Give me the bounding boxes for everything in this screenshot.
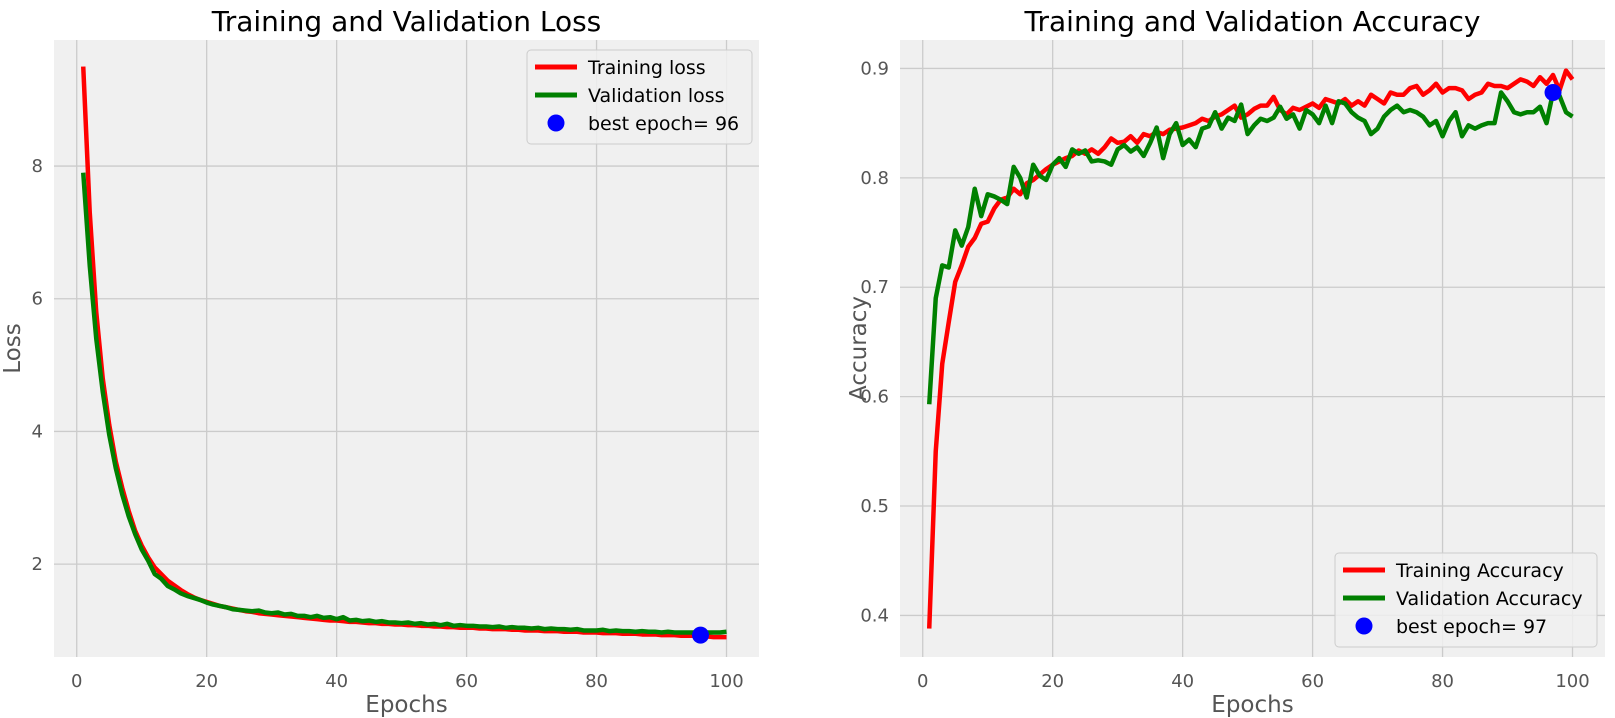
series-line-validation — [80, 172, 727, 636]
series-group — [80, 66, 727, 644]
x-tick-label: 20 — [1041, 671, 1064, 692]
legend-marker — [547, 114, 565, 132]
x-tick-label: 80 — [585, 671, 608, 692]
y-tick-label: 0.4 — [860, 605, 889, 626]
x-tick-label: 0 — [917, 671, 928, 692]
grid — [900, 40, 1605, 657]
legend-label: Validation Accuracy — [1396, 588, 1583, 610]
y-tick-label: 2 — [32, 554, 43, 575]
legend-label: best epoch= 97 — [1396, 616, 1547, 638]
legend-marker — [1355, 617, 1373, 635]
y-tick-label: 8 — [32, 156, 43, 177]
legend: Training Accuracy Validation Accuracy best… — [1334, 552, 1598, 648]
y-axis-label: Loss — [0, 323, 26, 373]
legend-box — [1334, 552, 1598, 648]
x-tick-label: 40 — [1171, 671, 1194, 692]
x-tick-label: 40 — [325, 671, 348, 692]
y-tick-label: 0.9 — [860, 58, 889, 79]
x-tick-label: 100 — [1555, 671, 1589, 692]
accuracy-chart: 0 20 40 60 80 100 0.4 0.5 0.6 0.7 0.8 0.9 Training a… — [846, 5, 1605, 718]
best-epoch-point — [692, 626, 710, 644]
legend-label: Training Accuracy — [1395, 560, 1564, 582]
best-epoch-point — [1544, 84, 1562, 102]
legend: Training loss Validation loss best epoch= … — [526, 49, 753, 145]
y-tick-label: 0.7 — [860, 277, 889, 298]
x-tick-label: 80 — [1431, 671, 1454, 692]
x-tick-label: 20 — [195, 671, 218, 692]
legend-label: best epoch= 96 — [588, 113, 739, 135]
y-tick-label: 6 — [32, 289, 43, 310]
series-line-validation — [926, 90, 1574, 405]
tick-labels: 0 20 40 60 80 100 0.4 0.5 0.6 0.7 0.8 0.9 — [860, 58, 1589, 692]
series-line-training — [926, 68, 1575, 629]
x-axis-label: Epochs — [365, 692, 447, 718]
legend-label: Validation loss — [588, 85, 725, 107]
loss-chart: 0 20 40 60 80 100 2 4 6 8 Training and Validation … — [0, 5, 759, 718]
x-tick-label: 60 — [1301, 671, 1324, 692]
x-tick-label: 60 — [455, 671, 478, 692]
y-tick-label: 0.5 — [860, 496, 889, 517]
y-axis-label: Accuracy — [846, 296, 872, 401]
legend-box — [526, 49, 753, 145]
y-tick-label: 0.6 — [860, 387, 889, 408]
legend-label: Training loss — [587, 57, 706, 79]
chart-title: Training and Validation Loss — [211, 5, 602, 38]
chart-title: Training and Validation Accuracy — [1024, 5, 1481, 38]
tick-labels: 0 20 40 60 80 100 2 4 6 8 — [32, 156, 744, 692]
grid — [54, 40, 759, 657]
x-tick-label: 100 — [709, 671, 743, 692]
series-group — [926, 68, 1575, 629]
x-tick-label: 0 — [71, 671, 82, 692]
y-tick-label: 4 — [32, 421, 43, 442]
y-tick-label: 0.8 — [860, 168, 889, 189]
x-axis-label: Epochs — [1211, 692, 1293, 718]
